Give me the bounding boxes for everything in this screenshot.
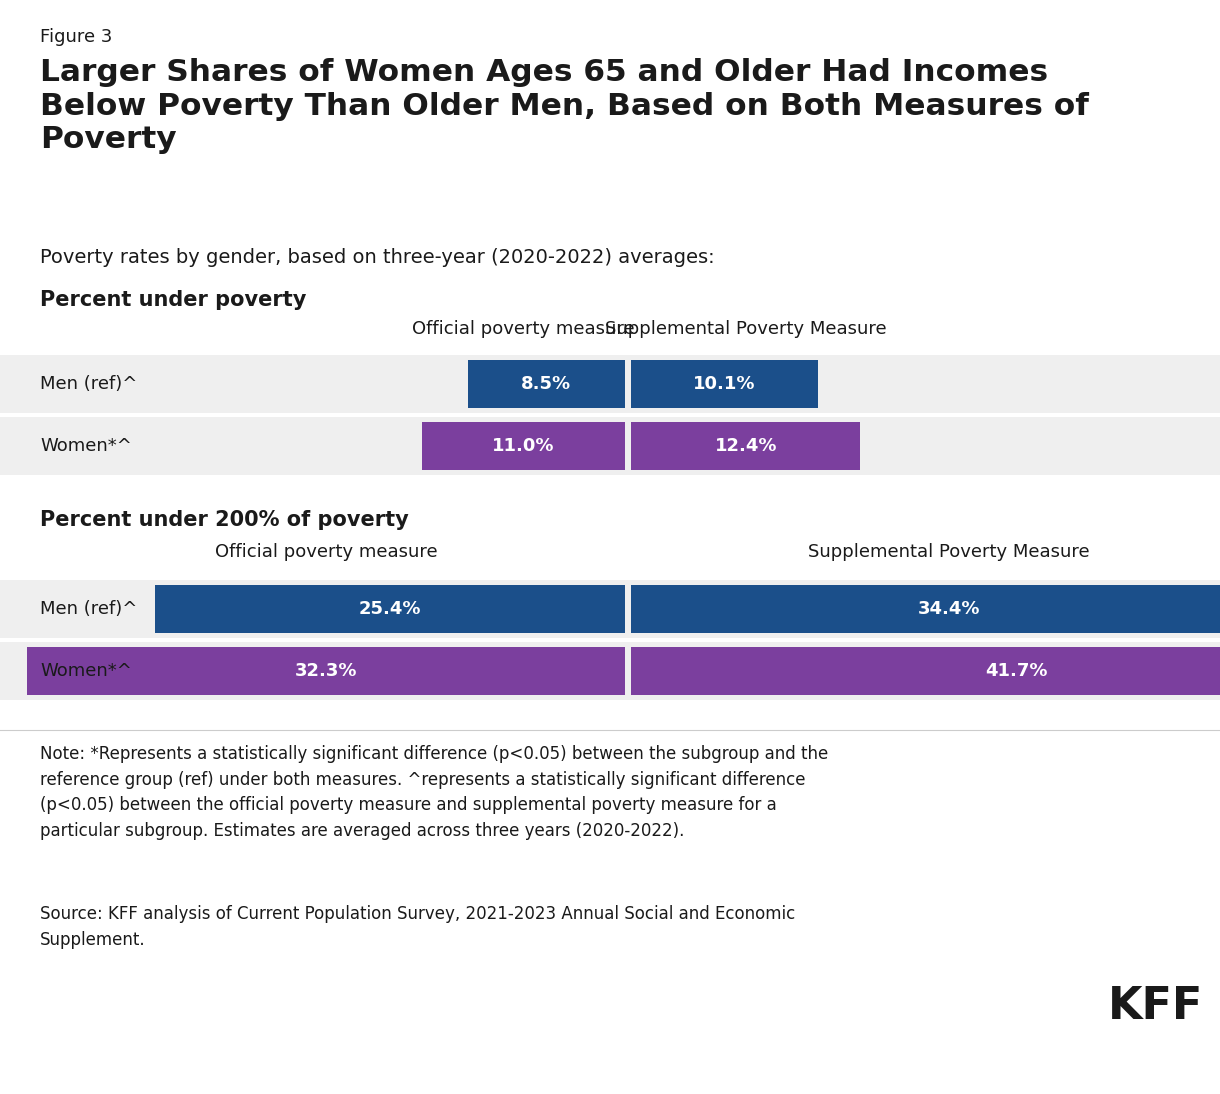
Text: Figure 3: Figure 3 [40,28,112,46]
Text: Note: *Represents a statistically significant difference (p<0.05) between the su: Note: *Represents a statistically signif… [40,745,828,840]
Text: Larger Shares of Women Ages 65 and Older Had Incomes
Below Poverty Than Older Me: Larger Shares of Women Ages 65 and Older… [40,58,1089,154]
FancyBboxPatch shape [155,585,625,633]
FancyBboxPatch shape [0,417,1220,475]
Text: Women*^: Women*^ [40,437,132,455]
Text: Supplemental Poverty Measure: Supplemental Poverty Measure [809,543,1089,561]
Text: Men (ref)^: Men (ref)^ [40,600,138,618]
FancyBboxPatch shape [0,580,1220,638]
Text: KFF: KFF [1108,985,1203,1028]
FancyBboxPatch shape [0,354,1220,414]
FancyBboxPatch shape [631,585,1220,633]
Text: Poverty rates by gender, based on three-year (2020-2022) averages:: Poverty rates by gender, based on three-… [40,248,715,267]
FancyBboxPatch shape [0,642,1220,700]
Text: 8.5%: 8.5% [521,375,571,393]
FancyBboxPatch shape [631,360,817,408]
FancyBboxPatch shape [421,422,625,470]
Text: 10.1%: 10.1% [693,375,755,393]
Text: 12.4%: 12.4% [715,437,777,455]
Text: Official poverty measure: Official poverty measure [412,321,634,338]
Text: Percent under 200% of poverty: Percent under 200% of poverty [40,510,409,529]
Text: 11.0%: 11.0% [492,437,555,455]
Text: Women*^: Women*^ [40,662,132,680]
Text: 25.4%: 25.4% [359,600,421,618]
Text: Official poverty measure: Official poverty measure [215,543,438,561]
Text: Supplemental Poverty Measure: Supplemental Poverty Measure [605,321,887,338]
Text: 41.7%: 41.7% [986,662,1048,680]
FancyBboxPatch shape [631,647,1220,695]
FancyBboxPatch shape [631,422,860,470]
Text: 34.4%: 34.4% [917,600,981,618]
Text: Percent under poverty: Percent under poverty [40,290,306,310]
FancyBboxPatch shape [28,647,625,695]
FancyBboxPatch shape [467,360,625,408]
Text: 32.3%: 32.3% [295,662,357,680]
Text: Source: KFF analysis of Current Population Survey, 2021-2023 Annual Social and E: Source: KFF analysis of Current Populati… [40,905,795,948]
Text: Men (ref)^: Men (ref)^ [40,375,138,393]
